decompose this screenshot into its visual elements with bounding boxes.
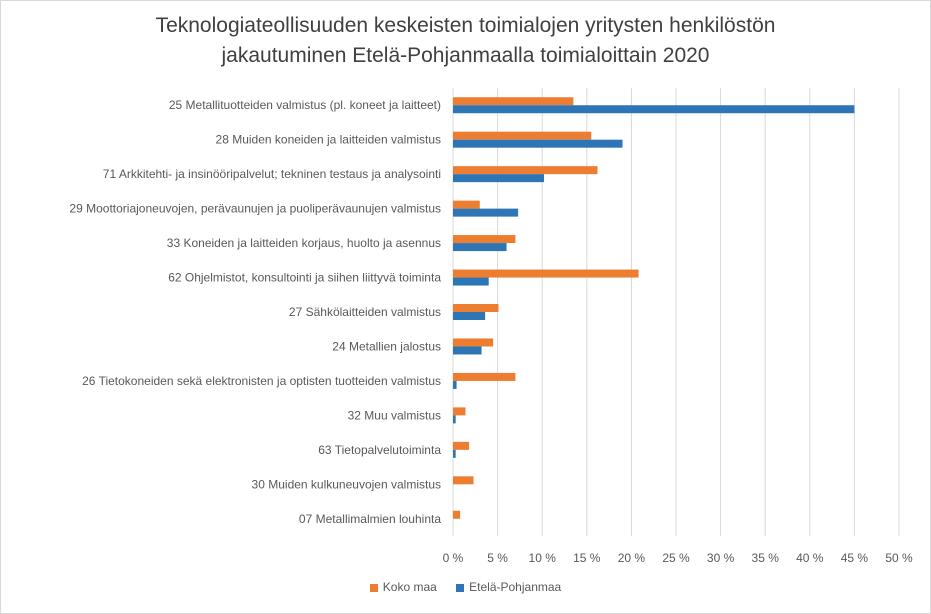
bar-etela-pohjanmaa bbox=[453, 174, 544, 183]
bar-koko-maa bbox=[453, 166, 598, 175]
legend-label-etela-pohjanmaa: Etelä-Pohjanmaa bbox=[469, 580, 562, 594]
bar-koko-maa bbox=[453, 338, 494, 347]
category-label: 32 Muu valmistus bbox=[348, 408, 441, 422]
bar-koko-maa bbox=[453, 372, 516, 381]
x-tick-label: 30 % bbox=[707, 551, 735, 565]
category-label: 33 Koneiden ja laitteiden korjaus, huolt… bbox=[167, 236, 441, 250]
legend-item-etela-pohjanmaa: Etelä-Pohjanmaa bbox=[456, 580, 561, 594]
category-label: 28 Muiden koneiden ja laitteiden valmist… bbox=[216, 133, 441, 147]
bar-etela-pohjanmaa bbox=[453, 449, 456, 458]
category-label: 27 Sähkölaitteiden valmistus bbox=[289, 305, 441, 319]
bar-koko-maa bbox=[453, 510, 461, 519]
category-label: 62 Ohjelmistot, konsultointi ja siihen l… bbox=[168, 271, 441, 285]
bar-etela-pohjanmaa bbox=[453, 105, 855, 114]
x-tick-labels: 0 % 5 % 10 % 15 % 20 % 25 % 30 % 35 % 40 % 45 % 50… bbox=[443, 551, 913, 565]
category-label: 30 Muiden kulkuneuvojen valmistus bbox=[252, 477, 441, 491]
bar-koko-maa bbox=[453, 407, 466, 416]
bar-etela-pohjanmaa bbox=[453, 277, 489, 286]
chart-title-line-1: Teknologiateollisuuden keskeisten toimia… bbox=[155, 14, 776, 37]
category-label: 29 Moottoriajoneuvojen, perävaunujen ja … bbox=[69, 202, 441, 216]
legend-label-koko-maa: Koko maa bbox=[382, 580, 437, 594]
category-label: 71 Arkkitehti- ja insinööripalvelut; tek… bbox=[103, 167, 441, 181]
bar-etela-pohjanmaa bbox=[453, 380, 457, 389]
category-label: 63 Tietopalvelutoiminta bbox=[318, 443, 441, 457]
bar-etela-pohjanmaa bbox=[453, 208, 519, 217]
legend-swatch-etela-pohjanmaa bbox=[456, 583, 465, 592]
x-tick-label: 15 % bbox=[573, 551, 601, 565]
bar-koko-maa bbox=[453, 304, 499, 312]
legend-swatch-koko-maa bbox=[369, 583, 378, 592]
category-label: 07 Metallimalmien louhinta bbox=[299, 512, 441, 526]
x-tick-label: 10 % bbox=[529, 551, 557, 565]
bar-etela-pohjanmaa bbox=[453, 312, 486, 320]
bar-etela-pohjanmaa bbox=[453, 415, 456, 424]
x-tick-label: 45 % bbox=[841, 551, 869, 565]
x-tick-label: 40 % bbox=[796, 551, 824, 565]
category-label: 24 Metallien jalostus bbox=[332, 339, 441, 353]
x-tick-label: 20 % bbox=[618, 551, 646, 565]
bars bbox=[453, 97, 855, 519]
legend: Koko maa Etelä-Pohjanmaa bbox=[0, 580, 931, 594]
bar-koko-maa bbox=[453, 476, 474, 485]
bar-koko-maa bbox=[453, 200, 480, 209]
bar-koko-maa bbox=[453, 441, 470, 450]
bar-koko-maa bbox=[453, 269, 639, 278]
bar-koko-maa bbox=[453, 97, 574, 106]
bar-etela-pohjanmaa bbox=[453, 139, 623, 148]
category-label: 26 Tietokoneiden sekä elektronisten ja o… bbox=[82, 374, 441, 388]
x-tick-label: 25 % bbox=[662, 551, 690, 565]
category-label: 25 Metallituotteiden valmistus (pl. kone… bbox=[169, 98, 441, 112]
x-tick-label: 5 % bbox=[487, 551, 508, 565]
gridlines bbox=[452, 88, 900, 536]
x-tick-label: 35 % bbox=[752, 551, 780, 565]
x-tick-label: 50 % bbox=[885, 551, 913, 565]
legend-item-koko-maa: Koko maa bbox=[369, 580, 437, 594]
bar-etela-pohjanmaa bbox=[453, 243, 507, 252]
chart-title-line-2: jakautuminen Etelä-Pohjanmaalla toimialo… bbox=[221, 44, 710, 67]
bar-etela-pohjanmaa bbox=[453, 346, 482, 355]
bar-koko-maa bbox=[453, 235, 516, 244]
bar-koko-maa bbox=[453, 131, 592, 140]
category-labels: 25 Metallituotteiden valmistus (pl. kone… bbox=[69, 98, 441, 526]
x-tick-label: 0 % bbox=[443, 551, 464, 565]
